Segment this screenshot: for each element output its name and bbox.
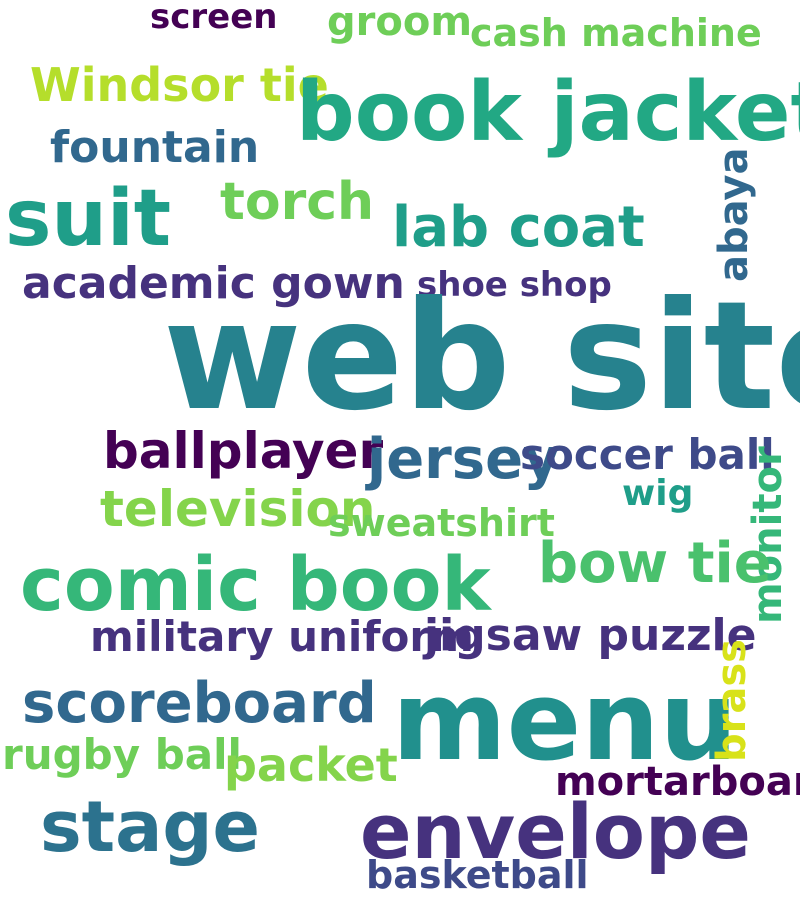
- word-military-uniform: military uniform: [90, 612, 474, 661]
- word-ballplayer: ballplayer: [103, 422, 384, 480]
- word-envelope: envelope: [360, 787, 751, 876]
- word-television: television: [100, 480, 376, 538]
- word-packet: packet: [224, 738, 398, 792]
- word-academic-gown: academic gown: [22, 258, 405, 309]
- word-groom: groom: [327, 0, 472, 45]
- word-bow-tie: bow tie: [538, 531, 772, 596]
- word-fountain: fountain: [50, 122, 260, 173]
- word-basketball: basketball: [366, 853, 589, 897]
- word-brass: brass: [709, 639, 755, 762]
- word-sweatshirt: sweatshirt: [328, 501, 555, 545]
- word-web-site: web site: [163, 270, 800, 444]
- word-torch: torch: [220, 172, 375, 232]
- word-lab-coat: lab coat: [392, 195, 645, 260]
- word-soccer-ball: soccer ball: [520, 430, 775, 479]
- word-screen: screen: [150, 0, 278, 37]
- word-mortarboard: mortarboard: [555, 759, 800, 805]
- word-wig: wig: [622, 473, 694, 514]
- word-scoreboard: scoreboard: [22, 671, 377, 736]
- word-stage: stage: [40, 786, 260, 868]
- word-shoe-shop: shoe shop: [417, 265, 612, 305]
- word-rugby-ball: rugby ball: [2, 730, 242, 779]
- word-comic-book: comic book: [20, 542, 491, 628]
- word-abaya: abaya: [711, 147, 757, 282]
- word-jersey: jersey: [367, 427, 560, 492]
- word-jigsaw-puzzle: jigsaw puzzle: [424, 610, 757, 661]
- word-suit: suit: [5, 174, 171, 264]
- word-book-jacket: book jacket: [296, 65, 800, 160]
- word-menu: menu: [392, 657, 738, 785]
- word-cash-machine: cash machine: [470, 11, 762, 55]
- word-windsor-tie: Windsor tie: [30, 58, 329, 112]
